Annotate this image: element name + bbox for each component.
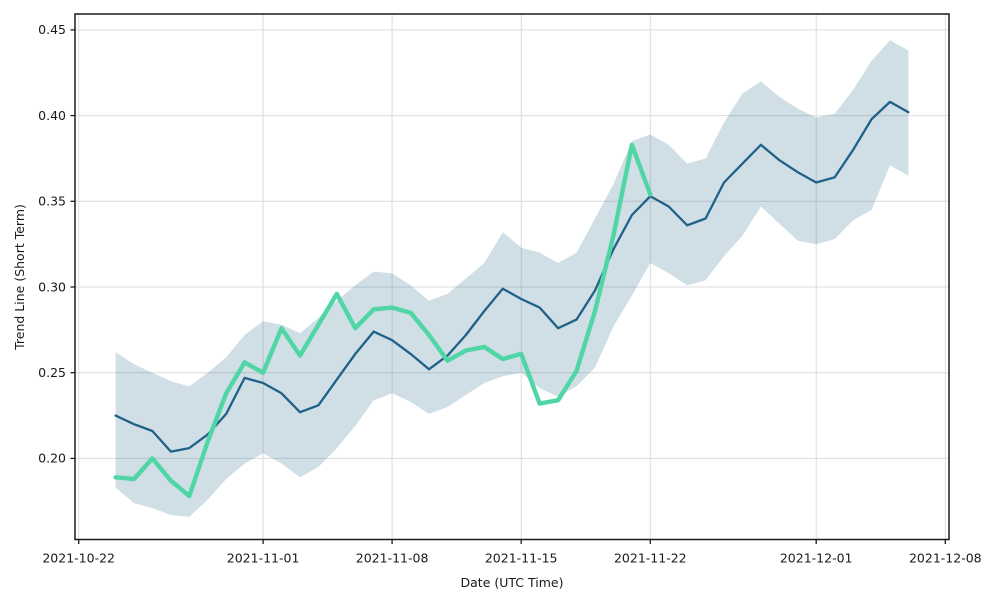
y-tick-label: 0.20 <box>38 451 66 466</box>
short-term-actual-line <box>113 142 653 499</box>
y-tick-label: 0.45 <box>38 22 66 37</box>
y-tick-label: 0.35 <box>38 194 66 209</box>
x-tick-label: 2021-11-22 <box>614 551 687 566</box>
x-tick-label: 2021-11-15 <box>485 551 558 566</box>
y-tick-label: 0.40 <box>38 108 66 123</box>
confidence-band <box>115 40 909 517</box>
y-axis-label: Trend Line (Short Term) <box>12 204 27 351</box>
x-axis-label: Date (UTC Time) <box>461 575 564 590</box>
forecast-trend-line <box>114 100 910 453</box>
x-tick-label: 2021-12-08 <box>909 551 982 566</box>
plot-border <box>74 13 950 541</box>
x-tick-label: 2021-10-22 <box>42 551 115 566</box>
x-tick-label: 2021-11-01 <box>227 551 300 566</box>
y-tick-label: 0.30 <box>38 279 66 294</box>
y-tick-label: 0.25 <box>38 365 66 380</box>
x-tick-label: 2021-11-08 <box>356 551 429 566</box>
x-tick-label: 2021-12-01 <box>780 551 853 566</box>
